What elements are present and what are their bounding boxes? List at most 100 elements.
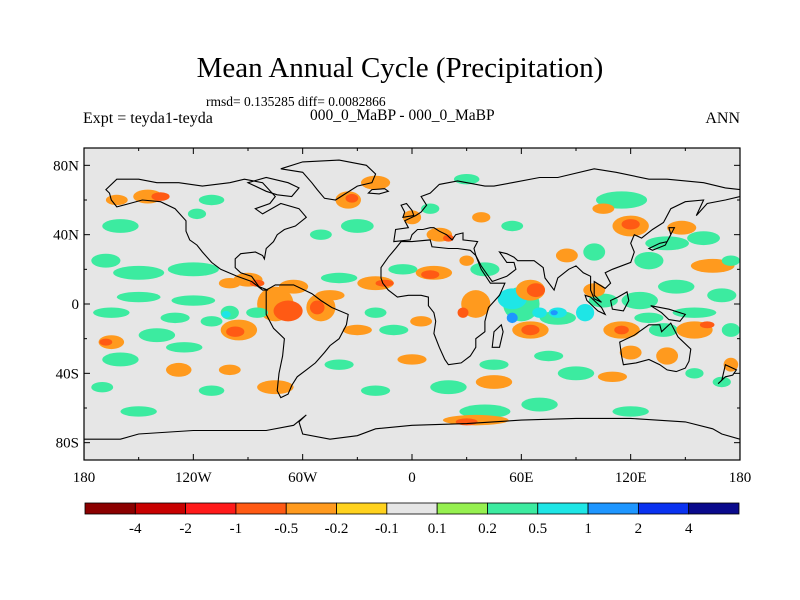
anomaly-region [658, 279, 695, 294]
anomaly-region [246, 307, 269, 318]
colorbar-swatch [285, 502, 337, 515]
x-tick-label: 60E [509, 470, 533, 486]
coastline-iceland [367, 188, 390, 195]
anomaly-region [102, 352, 139, 367]
stats-line: rmsd= 0.135285 diff= 0.0082866 [206, 94, 386, 109]
season-label: ANN [705, 110, 740, 127]
anomaly-region [461, 290, 491, 318]
coastline-new-guinea [650, 305, 687, 322]
anomaly-region [226, 326, 245, 337]
field-layer [91, 174, 740, 426]
anomaly-region [138, 328, 176, 343]
anomaly-region [459, 255, 474, 266]
x-tick-label: 120W [175, 470, 213, 486]
anomaly-region [457, 307, 469, 318]
anomaly-region [340, 219, 374, 233]
coastline-new-zealand [717, 363, 738, 385]
anomaly-region [198, 194, 225, 206]
anomaly-region [113, 265, 165, 280]
colorbar-label: 2 [635, 521, 643, 537]
colorbar-label: -1 [230, 521, 243, 537]
anomaly-region [712, 376, 731, 388]
colorbar-label: 0.1 [428, 521, 447, 537]
colorbar-label: 1 [584, 521, 592, 537]
colorbar-swatch [134, 502, 187, 515]
anomaly-region [102, 219, 139, 233]
colorbar-swatch [185, 502, 237, 515]
anomaly-region [550, 310, 558, 316]
anomaly-region [397, 354, 427, 365]
anomaly-region [685, 368, 704, 379]
colorbar-swatch [537, 502, 589, 515]
coastline-borneo [609, 291, 630, 312]
colorbar-swatch [436, 502, 488, 515]
anomaly-region [721, 255, 740, 266]
colorbar: -4 -2 -1 -0.5 -0.2 -0.1 0.1 0.2 0.5 1 2 4 [84, 502, 740, 537]
experiment-label: Expt = teyda1-teyda [83, 110, 213, 127]
anomaly-region [721, 323, 740, 337]
anomaly-region [198, 385, 225, 396]
coastline-britain [400, 202, 415, 218]
anomaly-region [723, 357, 739, 372]
coastline-layer [84, 159, 740, 460]
x-tick-label: 180 [73, 470, 96, 486]
y-tick-label: 0 [72, 297, 80, 313]
anomaly-region [151, 192, 170, 201]
colorbar-label: 0.2 [478, 521, 497, 537]
colorbar-label: -0.5 [274, 521, 298, 537]
anomaly-region [421, 270, 440, 279]
colorbar-swatch [386, 502, 438, 515]
anomaly-region [672, 307, 717, 318]
anomaly-region [557, 366, 595, 381]
anomaly-region [171, 295, 216, 306]
anomaly-region [375, 279, 394, 287]
coastline-eurasia [393, 168, 740, 303]
anomaly-region [257, 380, 294, 395]
anomaly-region [645, 236, 689, 251]
coastline-africa [380, 239, 506, 366]
anomaly-region [634, 312, 664, 324]
anomaly-region [614, 325, 629, 335]
anomaly-region [532, 307, 547, 318]
anomaly-region [430, 380, 467, 395]
y-tick-label: 80S [56, 436, 79, 452]
anomaly-region [459, 404, 511, 419]
anomaly-region [309, 229, 332, 240]
anomaly-region [687, 231, 720, 246]
coastline-australia [619, 322, 692, 373]
anomaly-region [634, 251, 664, 270]
anomaly-region [534, 350, 564, 362]
anomaly-region [539, 310, 576, 325]
colorbar-label: -0.2 [325, 521, 349, 537]
anomaly-region [506, 312, 518, 324]
anomaly-region [555, 248, 578, 263]
anomaly-region [612, 406, 649, 417]
colorbar-label: -2 [179, 521, 192, 537]
anomaly-region [324, 359, 354, 370]
anomaly-region [315, 290, 345, 301]
anomaly-region [388, 264, 418, 275]
colorbar-swatch [487, 502, 539, 515]
anomaly-region [320, 272, 358, 284]
colorbar-label: 4 [685, 521, 693, 537]
anomaly-region [360, 385, 391, 396]
anomaly-region [160, 312, 190, 324]
coastline-madagascar [491, 323, 504, 348]
colorbar-label: 0.5 [528, 521, 547, 537]
anomaly-region [699, 321, 715, 329]
anomaly-region [472, 212, 491, 223]
coastline-north-america [105, 178, 308, 291]
anomaly-region [521, 324, 540, 336]
anomaly-region [116, 291, 161, 303]
anomaly-region [479, 359, 509, 370]
x-tick-label: 180 [729, 470, 752, 486]
anomaly-region [364, 307, 387, 318]
anomaly-region [521, 397, 558, 412]
y-axis: 80N 40N 0 40S 80S [53, 158, 740, 452]
anomaly-region [475, 375, 513, 389]
anomaly-region [345, 193, 359, 203]
anomaly-region [200, 316, 223, 327]
anomaly-region [91, 253, 121, 268]
anomaly-region [105, 194, 128, 206]
